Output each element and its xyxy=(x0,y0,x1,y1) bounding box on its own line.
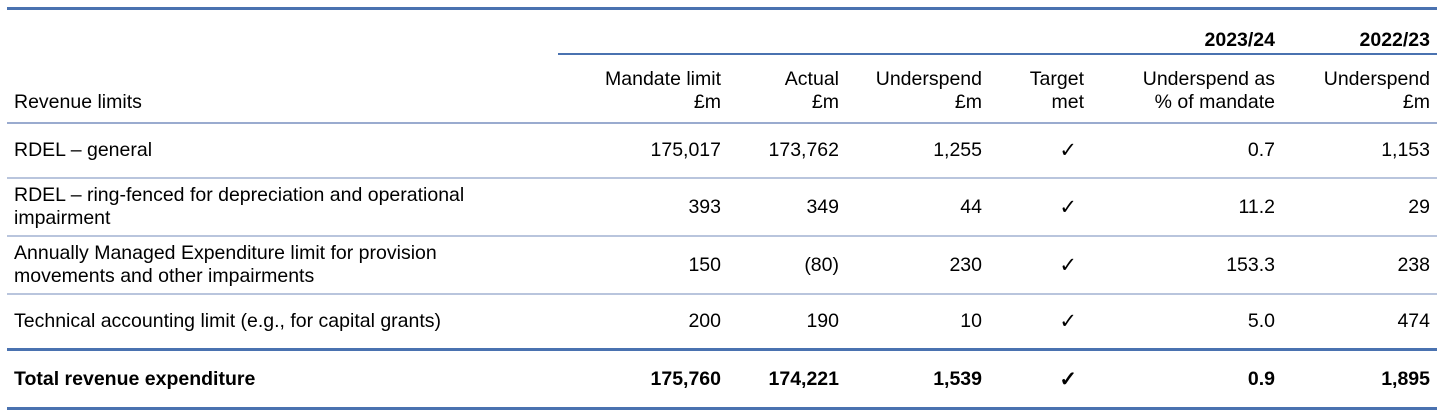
top-rule xyxy=(7,7,1437,11)
table-row: RDEL – ring-fenced for depreciation and … xyxy=(7,178,1437,237)
header-underspend: Underspend £m xyxy=(846,54,989,124)
year-previous: 2022/23 xyxy=(1282,10,1437,55)
row-label: RDEL – ring-fenced for depreciation and … xyxy=(7,178,558,237)
checkmark-icon: ✓ xyxy=(989,236,1091,295)
mandate-value: 150 xyxy=(558,236,728,295)
total-actual-value: 174,221 xyxy=(728,349,846,410)
underspend-value: 44 xyxy=(846,178,989,237)
header-mandate-limit: Mandate limit £m xyxy=(558,54,728,124)
total-prev-underspend-value: 1,895 xyxy=(1282,349,1437,410)
row-label: Annually Managed Expenditure limit for p… xyxy=(7,236,558,295)
header-revenue-limits: Revenue limits xyxy=(7,54,558,124)
checkmark-icon: ✓ xyxy=(989,294,1091,351)
actual-value: 173,762 xyxy=(728,123,846,179)
column-header-row: Revenue limits Mandate limit £m Actual £m … xyxy=(7,54,1437,124)
checkmark-icon: ✓ xyxy=(989,349,1091,410)
total-mandate-value: 175,760 xyxy=(558,349,728,410)
mandate-value: 175,017 xyxy=(558,123,728,179)
actual-value: (80) xyxy=(728,236,846,295)
year-header-row: 2023/24 2022/23 xyxy=(7,10,1437,55)
underspend-value: 230 xyxy=(846,236,989,295)
total-underspend-value: 1,539 xyxy=(846,349,989,410)
table-row: RDEL – general 175,017 173,762 1,255 ✓ 0… xyxy=(7,123,1437,179)
pct-value: 153.3 xyxy=(1091,236,1282,295)
underspend-value: 1,255 xyxy=(846,123,989,179)
header-target-met: Target met xyxy=(989,54,1091,124)
header-prev-underspend: Underspend £m xyxy=(1282,54,1437,124)
total-label: Total revenue expenditure xyxy=(7,349,558,410)
total-row: Total revenue expenditure 175,760 174,22… xyxy=(7,349,1437,410)
checkmark-icon: ✓ xyxy=(989,178,1091,237)
header-actual: Actual £m xyxy=(728,54,846,124)
total-pct-value: 0.9 xyxy=(1091,349,1282,410)
year-current: 2023/24 xyxy=(558,10,1282,55)
actual-value: 190 xyxy=(728,294,846,351)
pct-value: 0.7 xyxy=(1091,123,1282,179)
pct-value: 11.2 xyxy=(1091,178,1282,237)
header-underspend-pct: Underspend as% of mandate xyxy=(1091,54,1282,124)
underspend-value: 10 xyxy=(846,294,989,351)
prev-underspend-value: 1,153 xyxy=(1282,123,1437,179)
row-label: RDEL – general xyxy=(7,123,558,179)
mandate-value: 393 xyxy=(558,178,728,237)
row-label: Technical accounting limit (e.g., for ca… xyxy=(7,294,558,351)
mandate-value: 200 xyxy=(558,294,728,351)
table-row: Technical accounting limit (e.g., for ca… xyxy=(7,294,1437,351)
prev-underspend-value: 474 xyxy=(1282,294,1437,351)
pct-value: 5.0 xyxy=(1091,294,1282,351)
prev-underspend-value: 238 xyxy=(1282,236,1437,295)
prev-underspend-value: 29 xyxy=(1282,178,1437,237)
revenue-limits-table: 2023/24 2022/23 Revenue limits Mandate l… xyxy=(7,7,1437,410)
actual-value: 349 xyxy=(728,178,846,237)
checkmark-icon: ✓ xyxy=(989,123,1091,179)
table-row: Annually Managed Expenditure limit for p… xyxy=(7,236,1437,295)
